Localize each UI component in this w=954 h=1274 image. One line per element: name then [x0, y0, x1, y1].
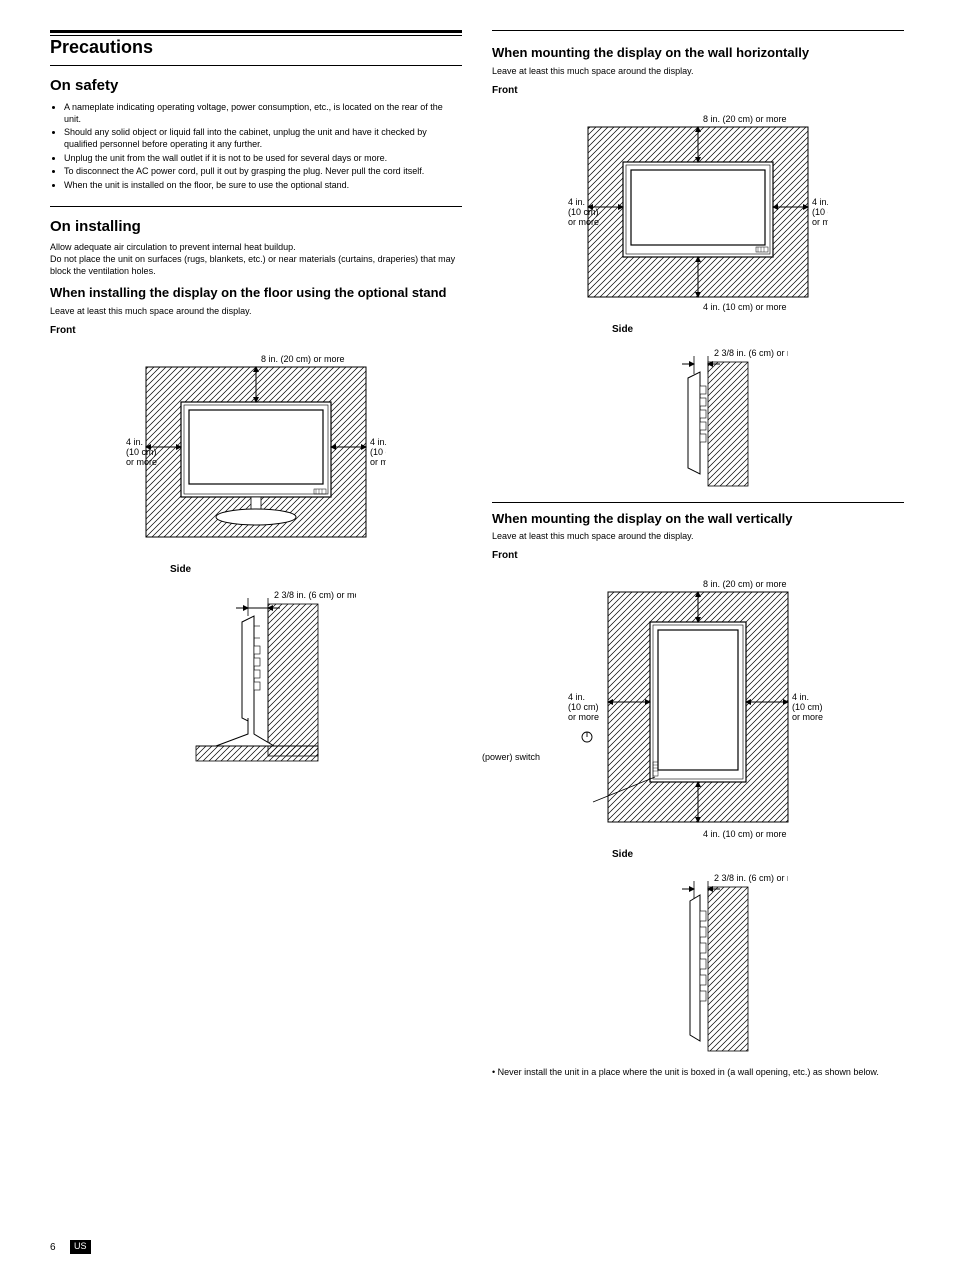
svg-text:or more: or more — [370, 457, 386, 467]
clearance-stand-heading: When installing the display on the floor… — [50, 285, 462, 302]
svg-text:8 in. (20 cm) or more: 8 in. (20 cm) or more — [703, 579, 787, 589]
wall-h-note: Leave at least this much space around th… — [492, 66, 904, 78]
safety-heading: On safety — [50, 76, 462, 96]
diagram-wall-v-front: 8 in. (20 cm) or more 4 in. (10 cm) or m… — [492, 572, 904, 842]
dim-label: 8 in. (20 cm) or more — [261, 354, 345, 364]
wall-v-note: Leave at least this much space around th… — [492, 531, 904, 543]
svg-text:or more: or more — [126, 457, 157, 467]
side-label-right1: Side — [612, 323, 904, 336]
front-label-right1: Front — [492, 84, 904, 97]
installing-intro: Allow adequate air circulation to preven… — [50, 242, 462, 277]
list-item: Unplug the unit from the wall outlet if … — [64, 153, 462, 165]
svg-text:(10 cm): (10 cm) — [126, 447, 157, 457]
svg-text:4 in. (10 cm) or more: 4 in. (10 cm) or more — [703, 302, 787, 312]
front-label-left: Front — [50, 324, 462, 337]
svg-text:(10 cm): (10 cm) — [568, 207, 599, 217]
wall-h-heading: When mounting the display on the wall ho… — [492, 45, 904, 62]
clearance-stand-note: Leave at least this much space around th… — [50, 306, 462, 318]
wall-v-heading: When mounting the display on the wall ve… — [492, 511, 904, 528]
list-item: When the unit is installed on the floor,… — [64, 180, 462, 192]
svg-text:or more: or more — [792, 712, 823, 722]
side-label-right2: Side — [612, 848, 904, 861]
page-number: 6 — [50, 1241, 56, 1254]
svg-text:8 in. (20 cm) or more: 8 in. (20 cm) or more — [703, 114, 787, 124]
svg-text:or more: or more — [568, 217, 599, 227]
svg-text:4 in.: 4 in. — [126, 437, 143, 447]
list-item: Should any solid object or liquid fall i… — [64, 127, 462, 150]
svg-text:2 3/8 in. (6 cm) or more: 2 3/8 in. (6 cm) or more — [714, 873, 788, 883]
svg-text:(10 cm): (10 cm) — [568, 702, 599, 712]
rule-mid-right — [492, 502, 904, 503]
diagram-stand-front: 8 in. (20 cm) or more 4 in. (10 cm) or m… — [50, 347, 462, 557]
svg-text:4 in.: 4 in. — [568, 197, 585, 207]
list-item: To disconnect the AC power cord, pull it… — [64, 166, 462, 178]
svg-text:(10 cm): (10 cm) — [370, 447, 386, 457]
svg-text:4 in.: 4 in. — [568, 692, 585, 702]
svg-text:4 in.: 4 in. — [792, 692, 809, 702]
footnote-boxed: • Never install the unit in a place wher… — [492, 1067, 904, 1079]
svg-text:or more: or more — [568, 712, 599, 722]
safety-list: A nameplate indicating operating voltage… — [50, 102, 462, 192]
rule-top-right — [492, 30, 904, 31]
svg-text:4 in. (10 cm) or more: 4 in. (10 cm) or more — [703, 829, 787, 839]
svg-text:4 in.: 4 in. — [812, 197, 828, 207]
power-switch-label: (power) switch — [482, 752, 542, 764]
region-tag: US — [70, 1240, 91, 1254]
side-label-left: Side — [170, 563, 462, 576]
left-column: Precautions On safety A nameplate indica… — [50, 30, 462, 1083]
front-label-right2: Front — [492, 549, 904, 562]
svg-text:2 3/8 in. (6 cm) or more: 2 3/8 in. (6 cm) or more — [274, 590, 356, 600]
diagram-wall-h-front: 8 in. (20 cm) or more 4 in. (10 cm) or m… — [492, 107, 904, 317]
installing-heading: On installing — [50, 217, 462, 237]
svg-text:or more: or more — [812, 217, 828, 227]
svg-text:2 3/8 in. (6 cm) or more: 2 3/8 in. (6 cm) or more — [714, 348, 788, 358]
page-title: Precautions — [50, 36, 462, 59]
list-item: A nameplate indicating operating voltage… — [64, 102, 462, 125]
diagram-wall-h-side: 2 3/8 in. (6 cm) or more — [492, 346, 904, 496]
diagram-wall-v-side: 2 3/8 in. (6 cm) or more — [492, 871, 904, 1061]
section-rule-thick — [50, 30, 462, 33]
rule-under-title — [50, 65, 462, 66]
svg-text:(10 cm): (10 cm) — [812, 207, 828, 217]
rule-under-safety — [50, 206, 462, 207]
diagram-stand-side: 2 3/8 in. (6 cm) or more — [50, 586, 462, 776]
svg-text:4 in.: 4 in. — [370, 437, 386, 447]
right-column: When mounting the display on the wall ho… — [492, 30, 904, 1083]
svg-text:(10 cm): (10 cm) — [792, 702, 823, 712]
